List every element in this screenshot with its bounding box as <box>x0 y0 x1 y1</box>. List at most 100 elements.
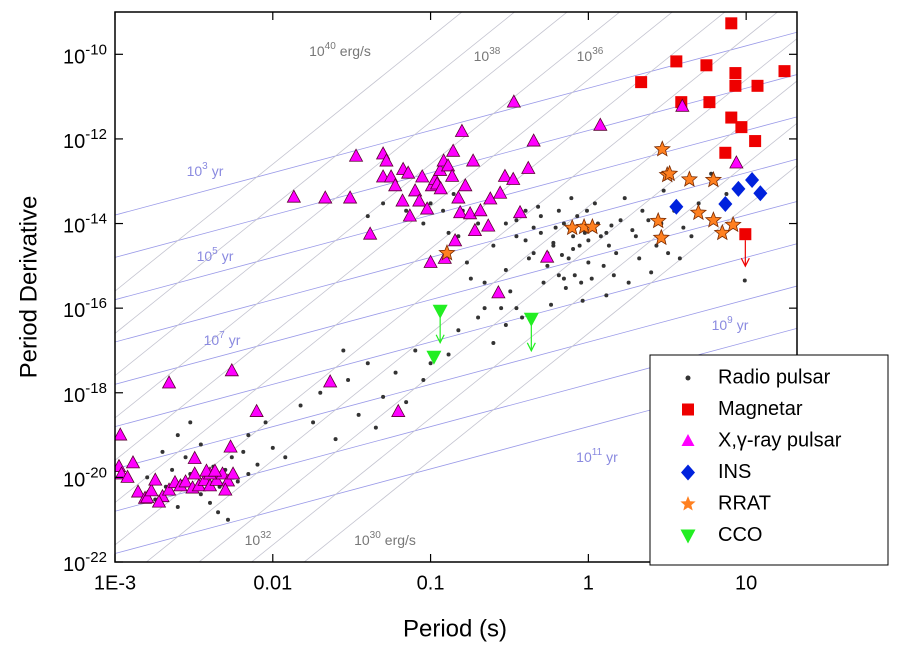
x-axis-title: Period (s) <box>403 615 507 642</box>
radio-pulsar-point <box>175 433 180 438</box>
radio-pulsar-point <box>580 298 585 303</box>
radio-pulsar-point <box>373 425 378 430</box>
xray-pulsar-point <box>433 181 448 195</box>
radio-pulsar-point <box>724 191 729 196</box>
ins-point <box>718 195 733 212</box>
xray-pulsar-point <box>161 375 177 389</box>
y-tick-label: 10-10 <box>63 41 107 68</box>
radio-pulsar-point <box>637 256 642 261</box>
annotation-exponent: 40 <box>325 41 337 52</box>
radio-pulsar-point <box>592 201 597 206</box>
x-tick-label: 10 <box>735 572 757 594</box>
radio-pulsar-point <box>451 191 456 196</box>
radio-pulsar-point <box>491 243 496 248</box>
upper-limit-arrowhead <box>740 257 750 268</box>
xray-pulsar-point <box>130 484 146 498</box>
xray-pulsar-point <box>454 123 470 137</box>
xray-pulsar-point <box>144 483 159 497</box>
rrat-point <box>649 211 667 229</box>
xray-pulsar-point <box>407 183 423 197</box>
radio-pulsar-point <box>549 302 554 307</box>
radio-pulsar-point <box>499 306 504 311</box>
radio-pulsar-point <box>508 289 513 294</box>
annotation: 1011 yr <box>576 447 618 465</box>
legend-label: RRAT <box>718 492 771 514</box>
radio-pulsar-point <box>520 315 525 320</box>
magnetar-point <box>729 67 742 80</box>
radio-pulsar-point <box>514 306 519 311</box>
age-line <box>115 158 797 343</box>
magnetar-point <box>725 111 738 124</box>
xray-pulsar-point <box>506 171 521 185</box>
xray-pulsar-point <box>526 133 541 147</box>
radio-pulsar-point <box>633 234 638 239</box>
xray-pulsar-point <box>462 205 478 220</box>
annotation: 103 yr <box>187 161 224 179</box>
xray-pulsar-point <box>218 482 233 496</box>
xray-pulsar-point <box>447 232 463 247</box>
radio-pulsar-point <box>598 234 603 239</box>
xray-pulsar-point <box>491 285 506 299</box>
radio-pulsar-point <box>551 240 556 245</box>
radio-pulsar-point <box>677 256 682 261</box>
radio-pulsar-point <box>566 256 571 261</box>
annotation-exponent: 32 <box>260 530 272 541</box>
radio-pulsar-point <box>536 204 541 209</box>
annotation-exponent: 11 <box>592 447 603 458</box>
y-tick-label: 10-20 <box>63 464 107 491</box>
magnetar-point <box>729 79 742 92</box>
edot-line <box>115 12 568 377</box>
xray-pulsar-point <box>415 169 430 183</box>
magnetar-point <box>739 228 752 241</box>
magnetar-point <box>635 76 648 89</box>
xray-pulsar-point <box>465 153 481 167</box>
annotation-unit: yr <box>229 332 241 348</box>
radio-pulsar-point <box>523 208 528 213</box>
xray-pulsar-point <box>125 455 141 469</box>
xray-pulsar-point <box>440 158 456 172</box>
annotation-base: 10 <box>474 48 490 64</box>
radio-pulsar-point <box>246 472 251 477</box>
radio-pulsar-point <box>464 260 469 265</box>
xray-pulsar-point <box>148 472 163 486</box>
xray-pulsar-point <box>187 466 202 480</box>
annotation-unit: yr <box>212 163 224 179</box>
edot-line <box>198 80 797 562</box>
edot-line <box>115 12 726 503</box>
radio-pulsar-point <box>229 455 234 460</box>
y-axis-title: Period Derivative <box>15 196 42 379</box>
annotation-base: 10 <box>204 332 220 348</box>
radio-pulsar-point <box>421 378 426 383</box>
radio-pulsar-point <box>356 412 361 417</box>
radio-pulsar-point <box>381 201 386 206</box>
rrat-point <box>724 215 742 233</box>
rrat-point <box>583 217 602 235</box>
ins-point <box>669 198 684 215</box>
xray-pulsar-point <box>224 362 239 377</box>
radio-pulsar-point <box>689 234 694 239</box>
radio-pulsar-point <box>630 228 635 233</box>
xray-pulsar-point <box>497 168 513 182</box>
xray-pulsar-point <box>451 190 466 204</box>
radio-pulsar-point <box>553 225 558 230</box>
radio-pulsar-point <box>604 293 609 298</box>
xray-pulsar-point <box>383 169 399 183</box>
radio-pulsar-point <box>681 225 686 230</box>
radio-pulsar-point <box>538 230 543 235</box>
radio-pulsar-point <box>263 420 268 425</box>
xray-pulsar-point <box>473 202 488 217</box>
annotation-base: 10 <box>576 449 592 465</box>
radio-pulsar-point <box>626 280 631 285</box>
points <box>115 17 791 522</box>
xray-pulsar-point <box>400 165 416 179</box>
xray-pulsar-point <box>675 98 690 112</box>
annotation: 1036 <box>577 46 604 64</box>
radio-pulsar-point <box>441 208 446 213</box>
xray-pulsar-point <box>444 168 460 182</box>
radio-pulsar-point <box>514 234 519 239</box>
magnetar-point <box>703 96 716 109</box>
annotation-exponent: 36 <box>592 46 604 57</box>
radio-pulsar-point <box>198 492 203 497</box>
cco-point <box>432 304 448 319</box>
xray-pulsar-point <box>249 403 264 417</box>
